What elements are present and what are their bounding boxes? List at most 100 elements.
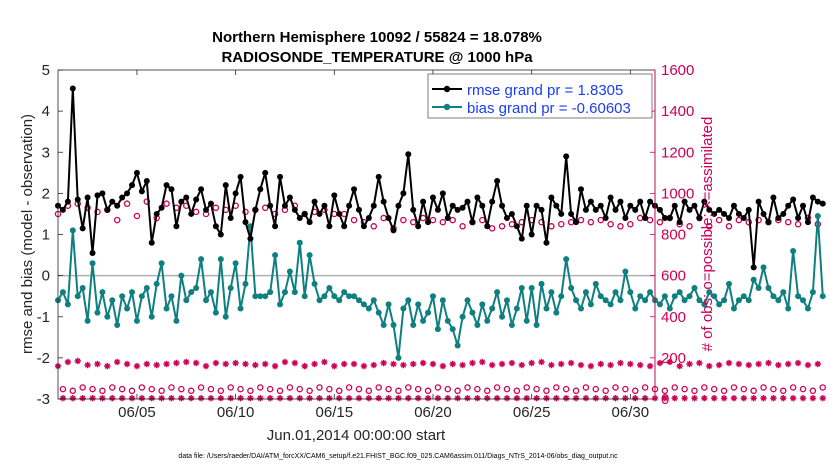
obs-assimilated-marker bbox=[281, 358, 289, 366]
obs-possible-marker bbox=[79, 384, 86, 391]
obs-assimilated-marker bbox=[336, 394, 343, 402]
rmse-series bbox=[55, 85, 826, 271]
obs-assimilated-marker bbox=[513, 394, 521, 402]
obs-possible-marker bbox=[493, 384, 501, 391]
obs-assimilated-marker bbox=[632, 394, 639, 402]
obs-possible-marker bbox=[691, 387, 698, 395]
obs-possible-marker bbox=[296, 385, 304, 393]
obs-assimilated-marker bbox=[814, 360, 822, 368]
obs-possible-marker bbox=[740, 385, 748, 393]
obs-assimilated-marker bbox=[395, 394, 402, 402]
obs-assimilated-marker bbox=[375, 394, 382, 402]
obs-assimilated-marker bbox=[548, 361, 555, 369]
rmse-point bbox=[558, 210, 565, 217]
rmse-point bbox=[553, 202, 560, 209]
obs-possible-marker bbox=[212, 204, 220, 212]
bias-point bbox=[257, 293, 264, 300]
rmse-point bbox=[203, 206, 210, 213]
rmse-point bbox=[582, 206, 589, 213]
bias-point bbox=[568, 284, 575, 291]
obs-possible-marker bbox=[523, 384, 530, 391]
obs-assimilated-marker bbox=[202, 362, 210, 370]
obs-possible-marker bbox=[612, 384, 619, 391]
rmse-point bbox=[439, 190, 446, 197]
rmse-point bbox=[617, 198, 624, 205]
obs-possible-marker bbox=[192, 208, 200, 216]
obs-possible-marker bbox=[671, 384, 678, 391]
obs-possible-marker bbox=[508, 220, 516, 228]
rmse-point bbox=[217, 231, 224, 238]
rmse-point bbox=[661, 215, 668, 222]
rmse-point bbox=[143, 178, 150, 185]
obs-possible-marker bbox=[449, 216, 456, 224]
rmse-point bbox=[375, 173, 382, 180]
obs-assimilated-marker bbox=[607, 361, 614, 369]
bias-point bbox=[760, 264, 767, 271]
rmse-point bbox=[198, 186, 205, 193]
bias-point bbox=[730, 305, 737, 312]
rmse-point bbox=[212, 223, 219, 230]
rmse-point bbox=[370, 202, 377, 209]
obs-possible-marker bbox=[646, 216, 654, 224]
obs-possible-marker bbox=[597, 216, 604, 224]
rmse-point bbox=[775, 215, 782, 222]
bias-point bbox=[592, 280, 599, 287]
rmse-point bbox=[193, 196, 200, 203]
bias-point bbox=[706, 289, 713, 296]
obs-possible-marker bbox=[395, 387, 402, 395]
bias-point bbox=[523, 317, 530, 324]
rmse-point bbox=[385, 215, 392, 222]
obs-possible-marker bbox=[503, 385, 511, 393]
bias-point bbox=[538, 280, 545, 287]
bias-point bbox=[548, 289, 555, 296]
y-left-tick-label: -2 bbox=[37, 350, 50, 367]
obs-possible-marker bbox=[543, 387, 550, 395]
obs-assimilated-marker bbox=[794, 359, 802, 367]
bias-point bbox=[425, 309, 432, 316]
bias-point bbox=[84, 317, 91, 324]
bias-point bbox=[513, 305, 520, 312]
rmse-point bbox=[286, 194, 293, 201]
bias-point bbox=[563, 256, 570, 263]
bias-point bbox=[503, 297, 510, 304]
rmse-point bbox=[173, 223, 180, 230]
bias-point bbox=[740, 293, 747, 300]
obs-possible-marker bbox=[617, 223, 624, 230]
obs-possible-marker bbox=[94, 208, 101, 216]
obs-possible-marker bbox=[533, 385, 540, 393]
rmse-point bbox=[434, 206, 441, 213]
obs-assimilated-marker bbox=[755, 360, 762, 368]
bias-point bbox=[479, 301, 486, 308]
bias-point bbox=[691, 284, 698, 291]
obs-assimilated-marker bbox=[276, 394, 284, 402]
bias-point bbox=[676, 289, 683, 296]
obs-possible-marker bbox=[178, 385, 185, 393]
bias-point bbox=[237, 305, 244, 312]
rmse-point bbox=[632, 206, 639, 213]
rmse-point bbox=[765, 219, 772, 226]
obs-assimilated-marker bbox=[562, 394, 570, 402]
y-right-tick-label: 200 bbox=[661, 350, 686, 367]
rmse-point bbox=[311, 198, 318, 205]
rmse-point bbox=[109, 198, 116, 205]
obs-possible-marker bbox=[809, 387, 817, 395]
obs-possible-marker bbox=[414, 385, 422, 393]
bias-point bbox=[686, 293, 693, 300]
obs-possible-marker bbox=[582, 384, 590, 391]
obs-assimilated-marker bbox=[572, 394, 580, 402]
obs-assimilated-marker bbox=[691, 394, 698, 402]
obs-assimilated-marker bbox=[419, 359, 427, 367]
bias-point bbox=[533, 321, 540, 328]
obs-possible-marker bbox=[592, 385, 600, 393]
obs-possible-marker bbox=[405, 384, 412, 391]
bias-point bbox=[785, 305, 792, 312]
obs-assimilated-marker bbox=[153, 361, 160, 369]
obs-assimilated-marker bbox=[148, 394, 155, 402]
obs-assimilated-marker bbox=[173, 359, 180, 367]
obs-possible-marker bbox=[686, 223, 693, 230]
bias-point bbox=[656, 301, 663, 308]
rmse-point bbox=[750, 264, 757, 271]
bias-point bbox=[232, 260, 239, 267]
bias-point bbox=[173, 317, 180, 324]
bias-point bbox=[262, 293, 269, 300]
